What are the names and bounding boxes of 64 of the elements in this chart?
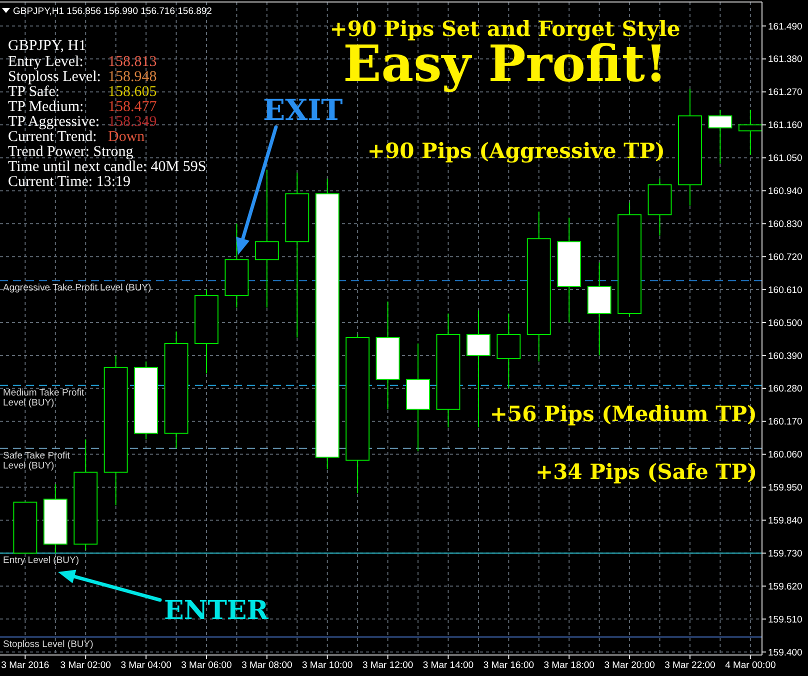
y-tick-label: 160.940: [768, 186, 802, 198]
annotation: +34 Pips (Safe TP): [536, 459, 757, 484]
annotation: GBPJPY,H1 156.856 156.990 156.716 156.892: [13, 6, 212, 17]
x-tick-label: 3 Mar 08:00: [242, 660, 292, 671]
annotation: TP Aggressive:: [8, 114, 100, 130]
annotation: ENTER: [164, 596, 269, 626]
ref-line-label: Safe Take Profit Level (BUY): [3, 450, 70, 472]
annotation: 158.477: [108, 99, 158, 115]
ref-line-label: Medium Take Profit Level (BUY): [3, 387, 84, 408]
x-tick-label: 3 Mar 22:00: [664, 660, 716, 671]
y-tick-label: 161.270: [768, 87, 802, 98]
y-tick-label: 161.490: [768, 21, 802, 32]
candlestick: [708, 109, 732, 164]
y-tick-label: 160.830: [768, 218, 802, 230]
y-tick-label: 159.950: [768, 482, 802, 494]
annotation: 158.813: [108, 54, 157, 70]
y-tick-label: 160.170: [768, 416, 802, 428]
candlestick: [466, 310, 490, 428]
annotation: 158.349: [108, 114, 157, 130]
annotation: TP Safe:: [8, 84, 60, 100]
x-tick-label: 3 Mar 14:00: [422, 660, 474, 671]
ref-line-label: Aggressive Take Profit Level (BUY): [3, 282, 152, 294]
annotation: 158.605: [108, 84, 157, 100]
y-tick-label: 159.620: [768, 581, 802, 592]
annotation: EXIT: [263, 93, 344, 127]
candlestick: [496, 313, 521, 389]
x-tick-label: 3 Mar 10:00: [302, 660, 353, 671]
annotation: Stoploss Level:: [8, 69, 101, 85]
annotation: +56 Pips (Medium TP): [490, 401, 757, 426]
y-tick-label: 160.610: [768, 284, 802, 296]
y-tick-label: 160.720: [768, 252, 802, 263]
x-tick-label: 3 Mar 20:00: [604, 660, 655, 671]
x-tick-label: 3 Mar 04:00: [120, 660, 172, 671]
x-tick-label: 3 Mar 16:00: [483, 660, 534, 671]
x-tick-label: 3 Mar 12:00: [362, 660, 414, 671]
x-tick-label: 3 Mar 06:00: [181, 660, 232, 671]
y-tick-label: 160.280: [768, 384, 802, 395]
y-tick-label: 160.390: [768, 350, 802, 362]
ref-line-label: Entry Level (BUY): [3, 555, 80, 566]
ref-line-label: Stoploss Level (BUY): [3, 639, 94, 650]
y-tick-label: 161.050: [768, 153, 802, 164]
annotation: Current Trend:: [8, 129, 97, 145]
annotation: GBPJPY, H1: [8, 38, 86, 54]
candlestick: [254, 169, 279, 308]
annotation: Time until next candle: 40M 59S: [8, 159, 206, 175]
annotation: Down: [108, 129, 146, 145]
y-tick-label: 161.160: [768, 120, 802, 132]
annotation: TP Medium:: [8, 99, 84, 115]
y-tick-label: 159.730: [768, 548, 802, 560]
x-tick-label: 3 Mar 02:00: [60, 660, 111, 671]
annotation: +90 Pips (Aggressive TP): [367, 138, 665, 163]
y-tick-label: 159.510: [768, 614, 802, 626]
y-tick-label: 159.840: [768, 516, 802, 527]
annotation: Current Time: 13:19: [8, 174, 131, 190]
annotation: Entry Level:: [8, 54, 84, 70]
annotation: 158.948: [108, 69, 157, 85]
x-tick-label: 3 Mar 2016: [1, 660, 50, 671]
y-tick-label: 161.380: [768, 54, 802, 66]
y-tick-label: 159.400: [768, 647, 802, 658]
annotation: Trend Power: Strong: [8, 144, 134, 160]
y-tick-label: 160.500: [768, 318, 802, 329]
x-tick-label: 3 Mar 18:00: [544, 660, 594, 671]
x-tick-label: 4 Mar 00:00: [725, 660, 776, 671]
y-tick-label: 160.060: [768, 450, 802, 461]
